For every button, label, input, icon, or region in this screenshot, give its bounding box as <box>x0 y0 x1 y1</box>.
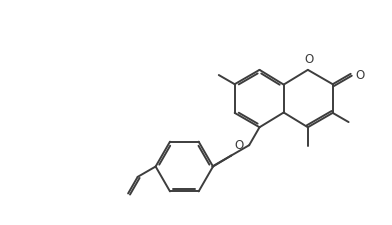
Text: O: O <box>304 53 313 66</box>
Text: O: O <box>235 139 244 152</box>
Text: O: O <box>355 69 364 81</box>
